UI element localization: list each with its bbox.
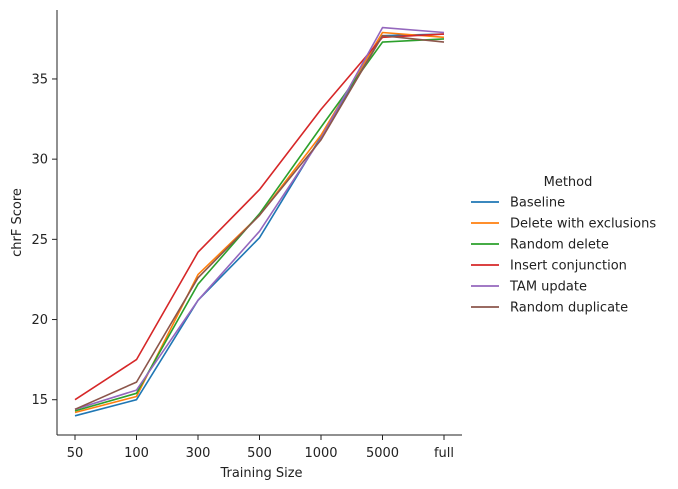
legend-label: Delete with exclusions xyxy=(510,217,656,232)
y-tick-label: 30 xyxy=(31,153,48,168)
x-tick-label: 5000 xyxy=(366,446,399,461)
legend-label: Baseline xyxy=(510,196,565,211)
x-axis-label: Training Size xyxy=(219,466,302,481)
legend-label: Random duplicate xyxy=(510,301,628,316)
y-ticks: 15 20 25 30 35 xyxy=(31,72,57,408)
x-ticks: 50 100 300 500 1000 5000 full xyxy=(67,435,454,461)
legend-items: Baseline Delete with exclusions Random del… xyxy=(471,196,656,316)
legend-label: TAM update xyxy=(509,280,587,295)
y-tick-label: 15 xyxy=(31,393,48,408)
legend: Method Baseline Delete with exclusions Ran… xyxy=(471,175,656,316)
series-line-insert-conjunction xyxy=(74,33,445,401)
series-line-random-delete xyxy=(74,38,445,412)
y-tick-label: 25 xyxy=(31,233,48,248)
x-tick-label: 500 xyxy=(247,446,272,461)
legend-label: Random delete xyxy=(510,238,609,253)
legend-title: Method xyxy=(544,175,593,190)
series-line-random-duplicate xyxy=(74,34,445,411)
series-line-delete-with-exclusions xyxy=(74,31,445,414)
x-tick-label: 50 xyxy=(67,446,84,461)
x-tick-label: 300 xyxy=(186,446,211,461)
x-tick-label: full xyxy=(434,446,454,461)
x-tick-label: 100 xyxy=(124,446,149,461)
x-tick-label: 1000 xyxy=(304,446,337,461)
y-axis-label: chrF Score xyxy=(10,188,25,257)
series-line-baseline xyxy=(74,33,445,417)
y-tick-label: 35 xyxy=(31,72,48,87)
y-tick-label: 20 xyxy=(31,313,48,328)
legend-label: Insert conjunction xyxy=(510,259,627,274)
series-line-tam-update xyxy=(74,26,445,411)
series-layer xyxy=(74,26,445,417)
